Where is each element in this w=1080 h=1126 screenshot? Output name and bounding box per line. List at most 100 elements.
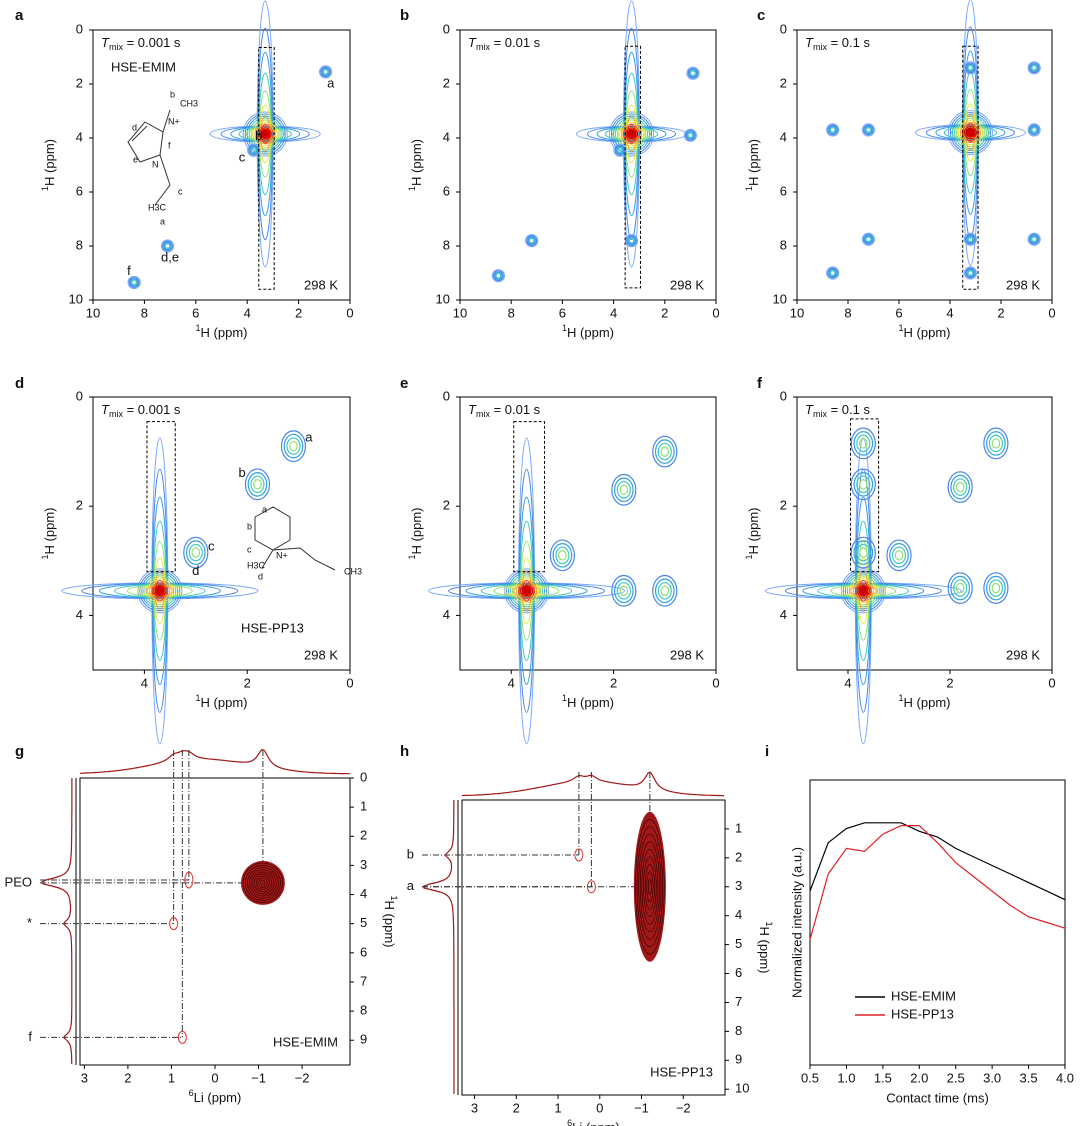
contour-ring [660, 446, 670, 457]
tmix-value: = 0.001 s [123, 35, 181, 50]
y-tick-label: 4 [76, 607, 83, 622]
peak [963, 232, 978, 246]
x-tick-label: 1 [554, 1100, 561, 1115]
y-tick-label: 2 [443, 498, 450, 513]
y-tick-label: 8 [443, 237, 450, 252]
contour-ring [863, 124, 874, 136]
contour-core [260, 128, 271, 139]
contour-ring [257, 27, 274, 241]
contour-ring [613, 578, 634, 604]
contour-ring [965, 62, 976, 74]
y-tick-label: 0 [76, 21, 83, 36]
contour-core [154, 585, 165, 596]
contour-ring [986, 431, 1006, 456]
contour-ring [242, 862, 284, 903]
panel-letter: a [15, 7, 24, 24]
contour-ring [251, 871, 275, 895]
peak [525, 234, 539, 248]
peak [1027, 123, 1041, 137]
contour-ring [967, 236, 974, 243]
structure-label: c [178, 186, 183, 196]
contour-ring [983, 572, 1009, 604]
contour-ring [857, 557, 870, 624]
x-tick-label: 4 [844, 675, 851, 690]
x-tick-label: 3 [471, 1100, 478, 1115]
y-tick-label: 0 [76, 388, 83, 403]
contour-ring [687, 132, 694, 139]
peak [861, 123, 876, 137]
contour-ring [1030, 235, 1039, 244]
structure-label: N+ [168, 116, 180, 126]
projection-left [41, 778, 73, 1065]
contour-ring [827, 267, 839, 279]
contour-ring [855, 496, 871, 686]
contour-ring [623, 125, 641, 143]
contour-ring [244, 468, 271, 501]
contour-ring [850, 427, 876, 460]
axis-label-sup: 1 [764, 922, 774, 927]
contour-ring [621, 123, 643, 145]
contour-ring [249, 146, 258, 155]
peak [613, 143, 627, 157]
contour-ring [957, 120, 983, 146]
contour-ring [688, 69, 698, 78]
contour-ring [953, 478, 968, 496]
y-tick-label: 9 [360, 1032, 367, 1047]
peak [633, 811, 666, 962]
peak [947, 572, 973, 604]
contour-ring [520, 584, 534, 598]
plot-frame [461, 799, 726, 1096]
structure-label: d [258, 571, 263, 581]
peak [611, 574, 637, 607]
contour-ring [986, 575, 1006, 601]
mixing-time: Tmix = 0.1 s [805, 402, 870, 419]
contour-ring [617, 119, 647, 149]
contour-ring [247, 867, 279, 899]
tmix-subscript: mix [476, 42, 490, 52]
axis-label: 1H (ppm) [899, 693, 951, 710]
contour-ring [528, 237, 535, 244]
peak [850, 536, 876, 569]
contour-ring [244, 113, 286, 155]
contour-ring [246, 115, 284, 153]
contour-ring [1030, 63, 1039, 72]
sample-label: HSE-PP13 [650, 1064, 713, 1079]
panel-letter: i [765, 743, 769, 760]
peak-label: d,e [161, 250, 179, 265]
x-tick-label: 0 [211, 1070, 218, 1085]
axis-label: 1H (ppm) [196, 693, 248, 710]
temperature: 298 K [1006, 647, 1040, 662]
contour-ring [184, 871, 194, 889]
x-tick-label: 8 [844, 305, 851, 320]
x-tick-label: 3 [81, 1070, 88, 1085]
contour-ring [619, 484, 629, 495]
x-axis-label: Contact time (ms) [886, 1090, 989, 1105]
contour-ring [635, 818, 665, 955]
axis-label: 6Li (ppm) [189, 1088, 242, 1105]
projection-top [462, 771, 724, 797]
x-tick-label: 8 [141, 305, 148, 320]
peak [240, 860, 285, 905]
contour-ring [160, 239, 175, 253]
side-label: a [407, 878, 415, 893]
contour-ring [660, 585, 670, 597]
tmix-symbol: T [805, 402, 814, 417]
contour-ring [950, 575, 971, 601]
contour-ring [251, 128, 279, 140]
contour-ring [955, 582, 965, 594]
contour-ring [283, 433, 304, 459]
contour-ring [1027, 232, 1041, 246]
peak [914, 0, 1026, 267]
contour-ring [258, 878, 268, 888]
contour-ring [250, 475, 265, 494]
axis-label-sup: 1 [40, 186, 50, 191]
contour-ring [249, 869, 277, 897]
peak-label: a [305, 429, 313, 444]
contour-ring [1028, 62, 1040, 74]
axis-label-sup: 1 [40, 554, 50, 559]
contour-ring [318, 65, 333, 79]
peak [861, 232, 876, 246]
x-tick-label: 2 [946, 675, 953, 690]
tmix-subscript: mix [813, 42, 827, 52]
y-tick-label: 10 [735, 1081, 749, 1096]
